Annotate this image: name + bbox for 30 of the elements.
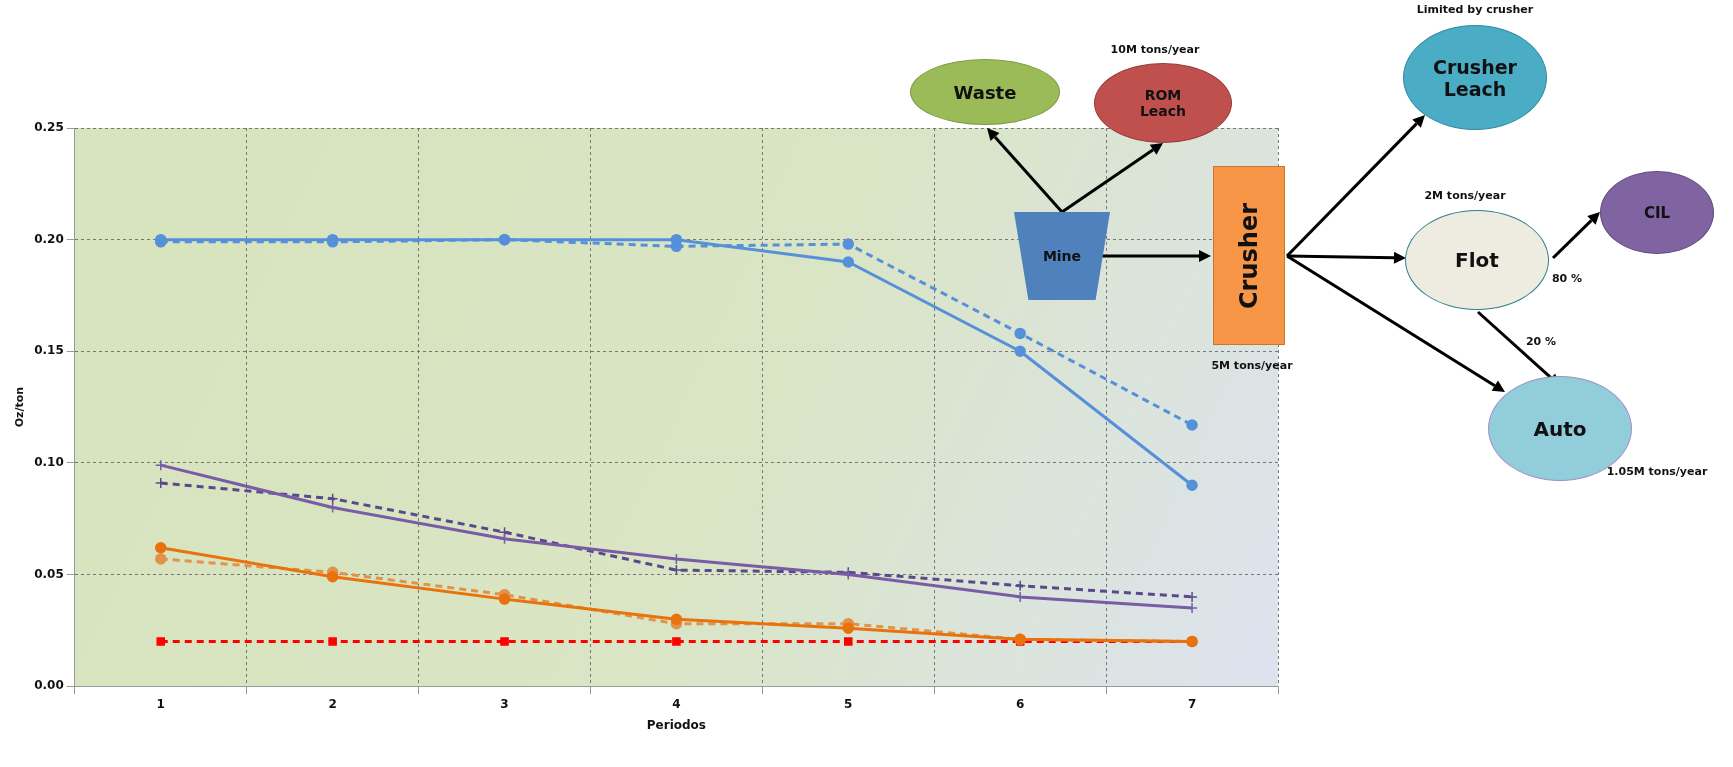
y-tick-label: 0.15 [34,343,64,358]
text: 2M tons/year [1424,188,1506,202]
ellipse-shape: Waste [910,59,1060,125]
x-axis-title: Periodos [646,717,706,732]
ellipse-shape: CIL [1600,171,1714,254]
ellipse-shape: Crusher Leach [1403,25,1547,130]
box-shape: Crusher [1213,166,1285,345]
x-tick-label: 7 [1187,696,1197,711]
y-tick-label: 0.10 [34,455,64,470]
text: 20 % [1525,334,1557,348]
annotation: Crusher [1235,202,1263,309]
text: 10M tons/year [1110,42,1200,56]
y-tick-label: 0.20 [34,231,64,246]
text: 80 % [1551,271,1583,285]
annotation: Mine [1042,248,1082,264]
x-tick-label: 1 [156,696,165,711]
x-tick-label: 6 [1015,696,1025,711]
ellipse-shape: Flot [1405,210,1549,310]
x-tick-label: 4 [672,696,681,711]
y-tick-label: 0.05 [34,566,64,581]
text: Limited by crusher [1416,2,1534,16]
text: 1.05M tons/year [1606,464,1708,478]
x-tick-label: 2 [328,696,337,711]
annotation: 5M tons/year [1211,358,1293,372]
y-tick-label: 0.25 [34,120,64,135]
ellipse-shape: ROM Leach [1094,63,1232,143]
y-tick-label: 0.00 [34,678,64,693]
y-axis-title: Oz/ton [13,386,27,428]
x-tick-label: 5 [844,696,853,711]
x-tick-label: 3 [500,696,509,711]
